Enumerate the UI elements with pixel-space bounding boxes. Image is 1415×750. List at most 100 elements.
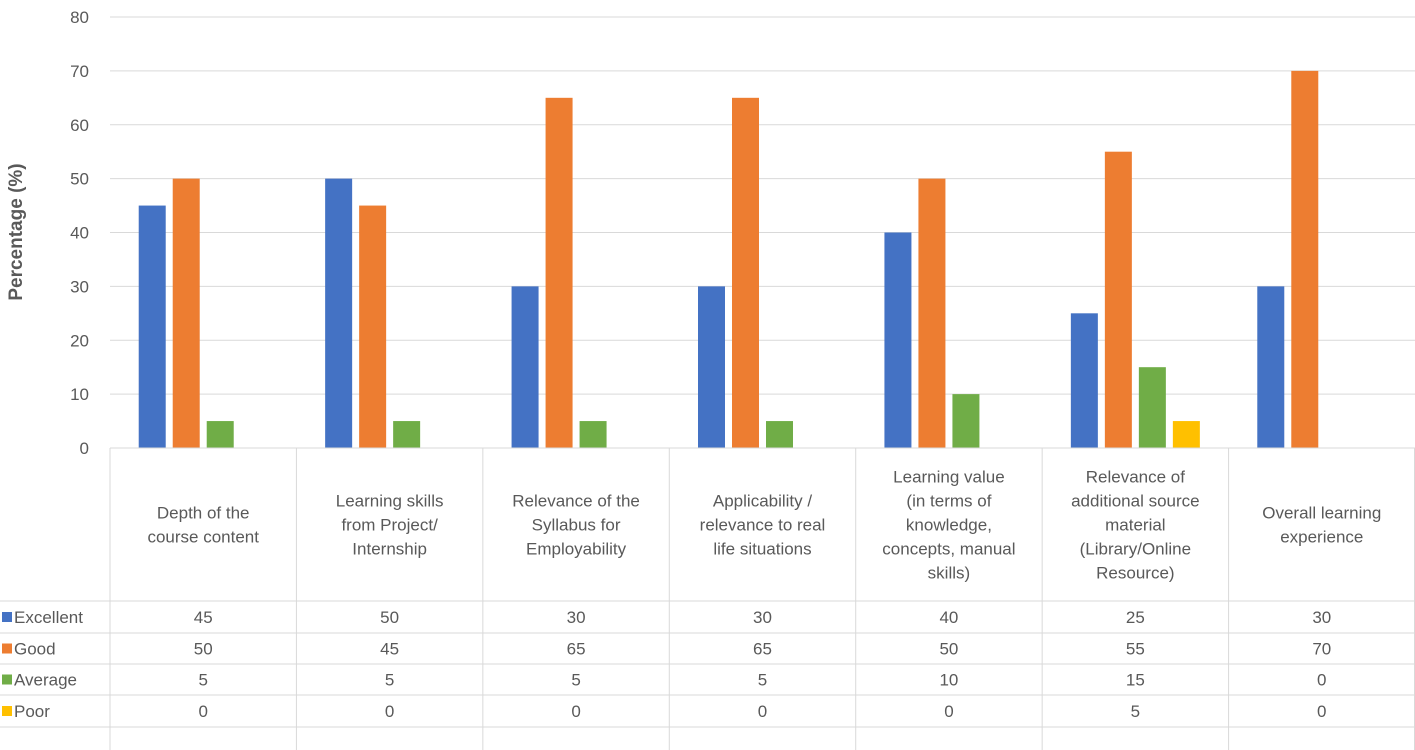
table-value: 50: [380, 608, 399, 627]
category-label-line: concepts, manual: [882, 540, 1015, 559]
bar: [172, 178, 200, 448]
data-table: Depth of the course content Learning skill…: [0, 447, 1415, 750]
table-value: 25: [1126, 608, 1145, 627]
table-value: 15: [1126, 671, 1145, 690]
table-value: 5: [1131, 702, 1140, 721]
legend-label: Good: [14, 640, 56, 659]
y-tick-label: 60: [70, 116, 89, 135]
table-value: 0: [758, 702, 767, 721]
bar: [1104, 151, 1132, 448]
category-label-line: Depth of the: [157, 504, 250, 523]
category-label-line: (in terms of: [906, 492, 991, 511]
category-label-line: Relevance of the: [512, 492, 640, 511]
category-label-line: relevance to real: [700, 516, 826, 535]
bar: [1172, 421, 1200, 448]
category-label: Applicability / relevance to real life sit…: [700, 492, 826, 559]
category-label-line: course content: [147, 528, 259, 547]
category-label-line: experience: [1280, 528, 1363, 547]
y-axis-label: Percentage (%): [6, 163, 27, 300]
category-label-line: Employability: [526, 540, 627, 559]
category-label-line: Internship: [352, 540, 427, 559]
y-tick-label: 80: [70, 8, 89, 27]
legend-label: Poor: [14, 702, 50, 721]
table-value: 0: [1317, 671, 1326, 690]
y-tick-label: 30: [70, 277, 89, 296]
table-value: 40: [939, 608, 958, 627]
category-label-line: Syllabus for: [532, 516, 621, 535]
table-value: 0: [385, 702, 394, 721]
table-value: 70: [1312, 640, 1331, 659]
bar: [884, 232, 912, 448]
y-tick-label: 40: [70, 224, 89, 243]
bar: [698, 286, 725, 448]
y-tick-labels: 0 10 20 30 40 50 60 70 80: [70, 8, 89, 458]
table-value: 30: [1312, 608, 1331, 627]
y-tick-label: 10: [70, 385, 89, 404]
category-label-line: skills): [928, 564, 971, 583]
category-label: Overall learning experience: [1262, 504, 1381, 547]
category-label-line: Relevance of: [1086, 468, 1186, 487]
table-value: 10: [939, 671, 958, 690]
legend-label: Average: [14, 671, 77, 690]
bar: [325, 178, 353, 448]
category-label-line: knowledge,: [906, 516, 992, 535]
category-label-line: additional source: [1071, 492, 1200, 511]
table-value: 5: [198, 671, 207, 690]
bar: [1070, 313, 1098, 448]
category-label-line: Overall learning: [1262, 504, 1381, 523]
table-value: 0: [198, 702, 207, 721]
y-tick-label: 0: [80, 439, 89, 458]
table-value: 55: [1126, 640, 1145, 659]
bar: [952, 394, 980, 448]
bar: [511, 286, 539, 448]
table-value: 0: [1317, 702, 1326, 721]
bar: [579, 421, 607, 448]
bar: [732, 97, 759, 448]
category-label-line: Applicability /: [713, 492, 812, 511]
table-value: 50: [194, 640, 213, 659]
table-value: 5: [758, 671, 767, 690]
category-label-line: (Library/Online: [1080, 540, 1192, 559]
legend-key: [2, 706, 12, 716]
bar: [1291, 70, 1319, 448]
legend-key: [2, 643, 12, 654]
legend-key: [2, 674, 12, 685]
table-value: 65: [567, 640, 586, 659]
bar: [918, 178, 946, 448]
bar: [545, 97, 573, 448]
table-value: 0: [944, 702, 953, 721]
table-value: 30: [567, 608, 586, 627]
table-value: 45: [380, 640, 399, 659]
category-label-line: from Project/: [341, 516, 438, 535]
category-label: Learning value (in terms of knowledge, conc…: [882, 468, 1015, 583]
y-tick-label: 50: [70, 170, 89, 189]
bar: [766, 421, 793, 448]
table-value: 0: [571, 702, 580, 721]
gridlines: [110, 16, 1415, 395]
category-label-line: Learning value: [893, 468, 1005, 487]
bar: [393, 421, 421, 448]
table-value: 50: [939, 640, 958, 659]
bar: [1138, 367, 1166, 448]
bar: [359, 205, 387, 448]
category-label-line: life situations: [713, 540, 811, 559]
y-tick-label: 20: [70, 331, 89, 350]
table-value: 5: [385, 671, 394, 690]
category-label: Relevance of additional source material (Li…: [1071, 468, 1200, 583]
bars: [138, 70, 1319, 448]
legend-key: [2, 612, 12, 622]
y-tick-label: 70: [70, 62, 89, 81]
category-label: Learning skills from Project/Internship: [336, 492, 444, 559]
category-label-line: Resource): [1096, 564, 1174, 583]
category-label: Depth of the course content: [147, 504, 259, 547]
table-value: 45: [194, 608, 213, 627]
category-label-line: material: [1105, 516, 1165, 535]
table-value: 65: [753, 640, 772, 659]
legend-label: Excellent: [14, 608, 83, 627]
category-label-line: Learning skills: [336, 492, 444, 511]
bar: [206, 421, 234, 448]
bar: [138, 205, 166, 448]
table-value: 5: [571, 671, 580, 690]
table-value: 30: [753, 608, 772, 627]
